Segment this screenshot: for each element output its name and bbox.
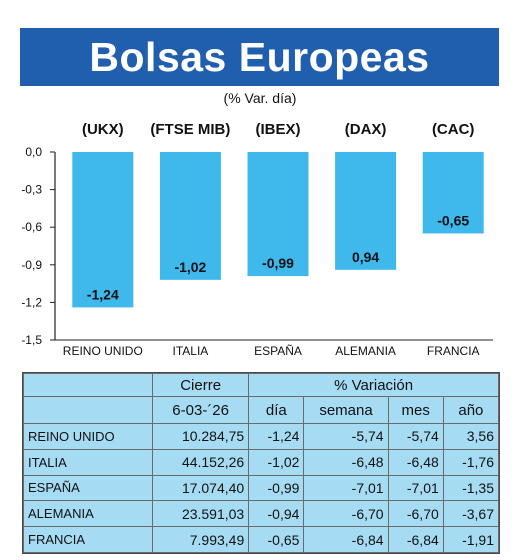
category-label: ESPAÑA bbox=[254, 344, 302, 358]
table-corner-cell bbox=[22, 373, 154, 397]
index-label: (FTSE MIB) bbox=[150, 121, 230, 138]
cell-dia: -1,24 bbox=[248, 423, 305, 450]
table-group-header-row: Cierre % Variación bbox=[22, 373, 499, 397]
cell-cierre: 10.284,75 bbox=[152, 423, 250, 450]
y-tick-label: -0,9 bbox=[21, 258, 42, 272]
title-banner: Bolsas Europeas bbox=[20, 28, 499, 86]
table-row: REINO UNIDO 10.284,75 -1,24 -5,74 -5,74 … bbox=[22, 423, 500, 450]
table-column-header-row: 6-03-´26 día semana mes año bbox=[22, 396, 500, 424]
cell-ano: -1,76 bbox=[442, 448, 500, 476]
row-name: ALEMANIA bbox=[22, 500, 154, 528]
table-row: FRANCIA 7.993,49 -0,65 -6,84 -6,84 -1,91 bbox=[22, 526, 500, 553]
row-name: FRANCIA bbox=[22, 526, 154, 553]
row-name: REINO UNIDO bbox=[22, 423, 154, 450]
cell-semana: -6,84 bbox=[303, 526, 389, 553]
bar-chart: 0,0 -0,3 -0,6 -0,9 -1,2 -1,5 (UKX) -1,24 REINO U… bbox=[21, 121, 493, 358]
data-label: 0,94 bbox=[352, 249, 379, 265]
cell-dia: -0,99 bbox=[248, 474, 305, 502]
data-label: -0,65 bbox=[437, 212, 469, 228]
column-header-dia: día bbox=[248, 396, 305, 424]
data-label: -1,24 bbox=[87, 286, 119, 302]
cell-ano: -1,91 bbox=[442, 526, 500, 553]
data-table: Cierre % Variación 6-03-´26 día semana m… bbox=[22, 372, 500, 554]
column-header-mes: mes bbox=[387, 396, 444, 424]
cell-ano: 3,56 bbox=[442, 423, 500, 450]
bar-3 bbox=[335, 152, 397, 270]
cell-mes: -7,01 bbox=[387, 474, 444, 502]
cell-ano: -1,35 bbox=[442, 474, 500, 502]
y-tick-label: -0,6 bbox=[21, 220, 42, 234]
bar-2 bbox=[247, 152, 309, 277]
cell-mes: -6,70 bbox=[387, 500, 444, 528]
cell-mes: -6,48 bbox=[387, 448, 444, 476]
row-name: ITALIA bbox=[22, 448, 154, 476]
y-tick-label: 0,0 bbox=[25, 145, 42, 159]
cell-cierre: 7.993,49 bbox=[152, 526, 250, 553]
index-label: (CAC) bbox=[432, 121, 475, 138]
chart-subtitle: (% Var. día) bbox=[223, 90, 297, 106]
y-tick-label: -1,2 bbox=[21, 295, 42, 309]
index-label: (IBEX) bbox=[256, 121, 301, 138]
bar-0 bbox=[72, 152, 134, 308]
table-row: ALEMANIA 23.591,03 -0,94 -6,70 -6,70 -3,… bbox=[22, 500, 500, 528]
table-row: ITALIA 44.152,26 -1,02 -6,48 -6,48 -1,76 bbox=[22, 448, 500, 476]
cell-mes: -5,74 bbox=[387, 423, 444, 450]
category-label: ITALIA bbox=[173, 344, 209, 358]
cell-mes: -6,84 bbox=[387, 526, 444, 553]
index-label: (UKX) bbox=[82, 121, 124, 138]
category-label: REINO UNIDO bbox=[63, 344, 143, 358]
category-label: ALEMANIA bbox=[335, 344, 396, 358]
cell-cierre: 17.074,40 bbox=[152, 474, 250, 502]
category-label: FRANCIA bbox=[427, 344, 480, 358]
table-row: ESPAÑA 17.074,40 -0,99 -7,01 -7,01 -1,35 bbox=[22, 474, 500, 502]
group-header-variacion: % Variación bbox=[248, 373, 499, 397]
row-name: ESPAÑA bbox=[22, 474, 154, 502]
cell-cierre: 44.152,26 bbox=[152, 448, 250, 476]
cell-semana: -6,48 bbox=[303, 448, 389, 476]
y-tick-label: -1,5 bbox=[21, 333, 42, 347]
column-header-ano: año bbox=[442, 396, 500, 424]
bar-4 bbox=[422, 152, 484, 234]
cell-dia: -0,65 bbox=[248, 526, 305, 553]
group-header-cierre: Cierre bbox=[152, 373, 250, 397]
cell-semana: -7,01 bbox=[303, 474, 389, 502]
y-tick-label: -0,3 bbox=[21, 183, 42, 197]
column-header-semana: semana bbox=[303, 396, 389, 424]
data-label: -0,99 bbox=[262, 255, 294, 271]
cell-semana: -6,70 bbox=[303, 500, 389, 528]
data-label: -1,02 bbox=[174, 259, 206, 275]
column-header-date: 6-03-´26 bbox=[152, 396, 250, 424]
bar-1 bbox=[159, 152, 221, 280]
cell-ano: -3,67 bbox=[442, 500, 500, 528]
cell-cierre: 23.591,03 bbox=[152, 500, 250, 528]
chart-title: Bolsas Europeas bbox=[89, 34, 430, 80]
cell-dia: -0,94 bbox=[248, 500, 305, 528]
table-corner-cell bbox=[22, 396, 154, 424]
cell-semana: -5,74 bbox=[303, 423, 389, 450]
index-label: (DAX) bbox=[345, 121, 387, 138]
cell-dia: -1,02 bbox=[248, 448, 305, 476]
